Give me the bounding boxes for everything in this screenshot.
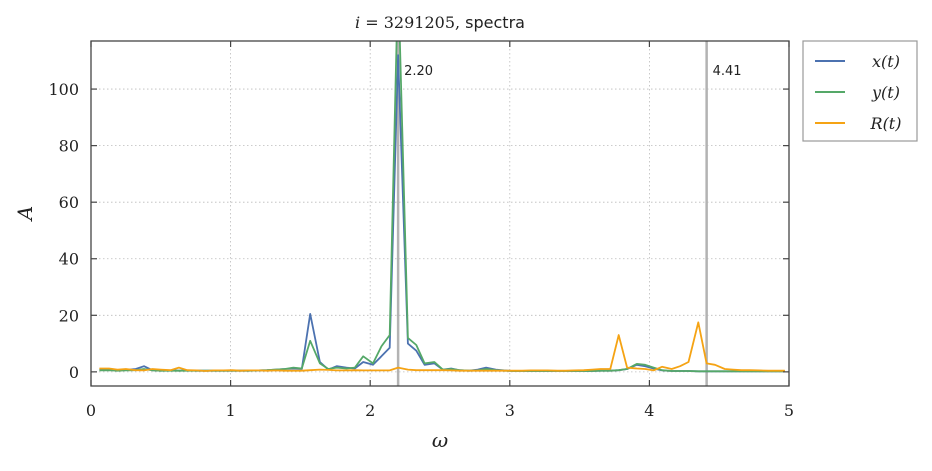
axis-ticks: 0 1 2 3 4 5 0 20 40 60 80 100 xyxy=(48,41,794,420)
chart-title: i = 3291205, spectra xyxy=(355,13,525,32)
x-tick-label-4: 4 xyxy=(644,401,654,420)
y-tick-label-0: 0 xyxy=(69,363,79,382)
x-tick-label-5: 5 xyxy=(784,401,794,420)
x-tick-label-0: 0 xyxy=(86,401,96,420)
vertical-markers: 2.20 4.41 xyxy=(396,41,742,386)
vline-label-1: 4.41 xyxy=(713,64,742,79)
legend-label-2: R(t) xyxy=(870,114,902,133)
x-tick-label-1: 1 xyxy=(226,401,236,420)
y-tick-label-5: 100 xyxy=(48,80,79,99)
grid xyxy=(90,41,790,386)
x-axis-label: ω xyxy=(432,428,448,452)
series-line-0 xyxy=(99,54,785,373)
legend-label-1: y(t) xyxy=(871,83,900,102)
y-tick-label-1: 20 xyxy=(59,306,79,325)
y-tick-label-4: 80 xyxy=(59,137,79,156)
y-axis-label: A xyxy=(13,206,37,222)
x-tick-label-3: 3 xyxy=(505,401,515,420)
y-tick-label-3: 60 xyxy=(59,193,79,212)
series-line-1 xyxy=(99,41,785,373)
series-lines xyxy=(99,41,785,373)
legend-label-0: x(t) xyxy=(872,52,900,71)
x-tick-label-2: 2 xyxy=(365,401,375,420)
plot-frame xyxy=(90,40,790,387)
series-line-2 xyxy=(99,321,785,372)
legend: x(t) y(t) R(t) xyxy=(802,40,918,142)
vline-label-0: 2.20 xyxy=(404,64,433,79)
y-tick-label-2: 40 xyxy=(59,250,79,269)
